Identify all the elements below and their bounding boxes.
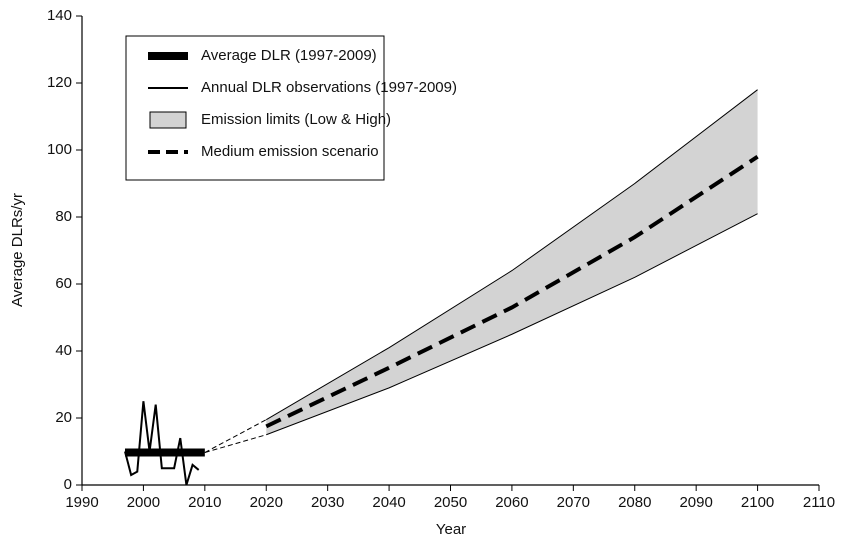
x-tick-label: 2060 xyxy=(495,494,528,511)
x-tick-label: 2080 xyxy=(618,494,651,511)
x-tick-label: 2070 xyxy=(557,494,590,511)
y-axis-label: Average DLRs/yr xyxy=(9,193,26,307)
x-tick-label: 2110 xyxy=(803,494,835,511)
x-tick-label: 2040 xyxy=(372,494,405,511)
y-tick-label: 80 xyxy=(55,208,72,225)
connector xyxy=(204,419,267,453)
legend-label: Annual DLR observations (1997-2009) xyxy=(201,79,457,96)
x-tick-label: 2050 xyxy=(434,494,467,511)
legend-label: Emission limits (Low & High) xyxy=(201,111,391,128)
y-tick-label: 60 xyxy=(55,275,72,292)
y-tick-label: 100 xyxy=(47,141,72,158)
x-tick-label: 2010 xyxy=(188,494,221,511)
legend-label: Medium emission scenario xyxy=(201,143,379,160)
y-tick-label: 20 xyxy=(55,409,72,426)
emission-band xyxy=(266,89,758,435)
legend-label: Average DLR (1997-2009) xyxy=(201,47,377,64)
x-tick-label: 2100 xyxy=(741,494,774,511)
y-tick-label: 140 xyxy=(47,7,72,24)
band-low-line xyxy=(266,213,758,436)
y-tick-label: 40 xyxy=(55,342,72,359)
dashed-line xyxy=(265,155,759,429)
band-high-line xyxy=(265,89,758,421)
x-axis-label: Year xyxy=(436,521,466,538)
x-tick-label: 1990 xyxy=(65,494,98,511)
connector xyxy=(204,434,267,453)
legend-swatch xyxy=(149,111,187,129)
x-tick-label: 2020 xyxy=(250,494,283,511)
x-tick-label: 2090 xyxy=(679,494,712,511)
x-tick-label: 2030 xyxy=(311,494,344,511)
thin-line xyxy=(124,401,200,486)
y-tick-label: 120 xyxy=(47,74,72,91)
y-tick-label: 0 xyxy=(64,476,72,493)
x-tick-label: 2000 xyxy=(127,494,160,511)
